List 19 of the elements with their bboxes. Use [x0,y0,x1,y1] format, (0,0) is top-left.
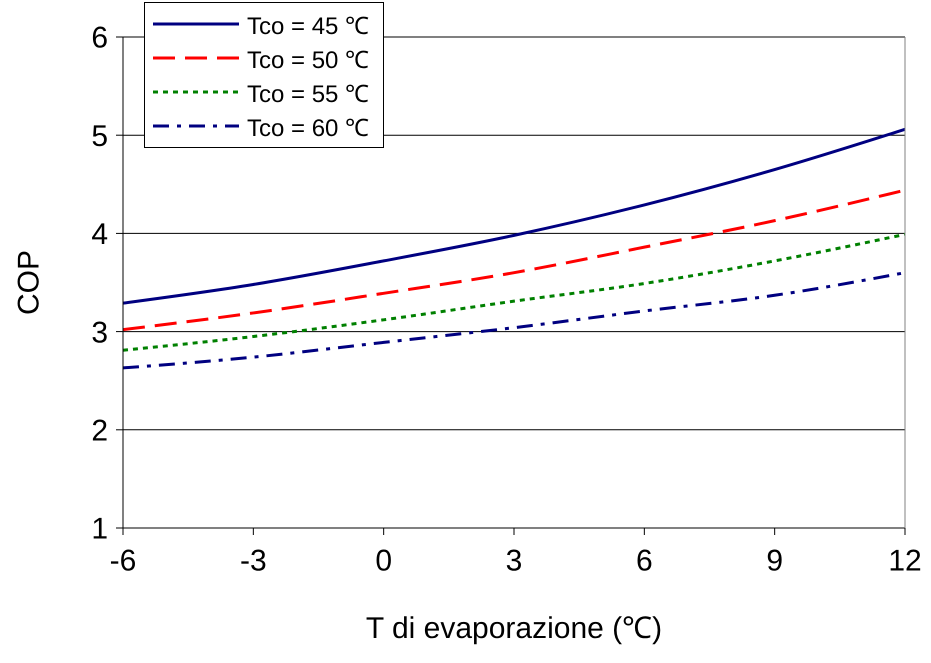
y-tick-label: 5 [91,120,108,153]
x-tick-label: 3 [506,544,522,578]
x-tick-label: -3 [240,544,267,578]
x-tick-label: 6 [636,544,653,578]
legend-label: Tco = 50 ℃ [247,46,370,74]
x-tick-label: 0 [375,544,392,578]
legend-label: Tco = 45 ℃ [247,12,370,40]
x-tick-label: -6 [110,544,136,578]
y-tick-label: 4 [91,218,108,252]
legend-label: Tco = 55 ℃ [247,80,370,108]
y-tick-label: 3 [91,316,108,350]
x-tick-label: 12 [888,544,922,578]
y-tick-label: 6 [91,22,108,55]
x-axis-title: T di evaporazione (℃) [366,612,662,645]
y-tick-label: 1 [91,512,108,546]
x-tick-label: 9 [766,544,784,578]
y-tick-label: 2 [91,414,108,448]
y-axis-title: COP [12,250,46,316]
legend-label: Tco = 60 ℃ [247,114,370,142]
